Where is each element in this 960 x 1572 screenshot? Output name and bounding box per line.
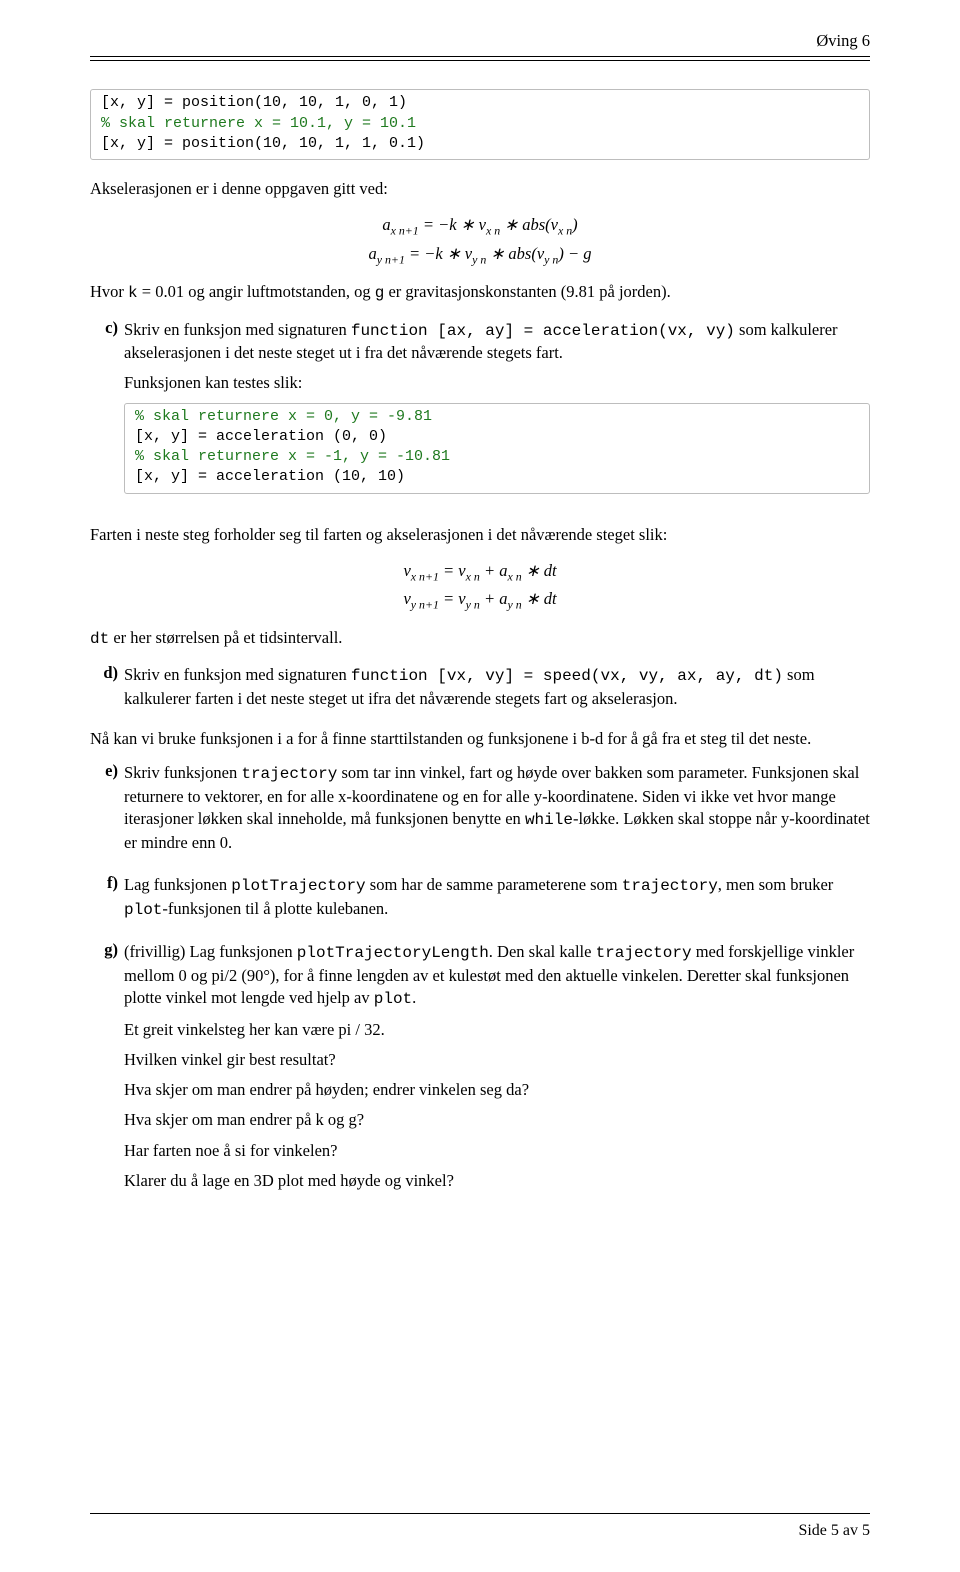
- code-block-position: [x, y] = position(10, 10, 1, 0, 1) % ska…: [90, 89, 870, 160]
- item-content: Skriv en funksjon med signaturen functio…: [124, 317, 870, 512]
- item-g-line: Hvilken vinkel gir best resultat?: [124, 1049, 870, 1071]
- item-content: Lag funksjonen plotTrajectory som har de…: [124, 872, 870, 929]
- item-c: c) Skriv en funksjon med signaturen func…: [90, 317, 870, 512]
- item-c-paragraph-1: Skriv en funksjon med signaturen functio…: [124, 319, 870, 365]
- item-marker: d): [90, 662, 124, 718]
- code-line: [x, y] = acceleration (10, 10): [135, 468, 405, 485]
- item-marker: f): [90, 872, 124, 929]
- item-content: Skriv en funksjon med signaturen functio…: [124, 662, 870, 718]
- item-f-paragraph: Lag funksjonen plotTrajectory som har de…: [124, 874, 870, 921]
- page-footer: Side 5 av 5: [798, 1520, 870, 1542]
- equation-speed: vx n+1 = vx n + ax n ∗ dt vy n+1 = vy n …: [90, 560, 870, 613]
- item-g-line: Hva skjer om man endrer på k og g?: [124, 1109, 870, 1131]
- equation-line: vx n+1 = vx n + ax n ∗ dt: [90, 560, 870, 584]
- dt-line: dt er her størrelsen på et tidsintervall…: [90, 627, 870, 651]
- text-fragment: = 0.01 og angir luftmotstanden, og: [138, 282, 375, 301]
- text-fragment: er gravitasjonskonstanten (9.81 på jorde…: [384, 282, 670, 301]
- code-line-comment: % skal returnere x = 0, y = -9.81: [135, 408, 432, 425]
- item-g-line: Hva skjer om man endrer på høyden; endre…: [124, 1079, 870, 1101]
- equation-line: ay n+1 = −k ∗ vy n ∗ abs(vy n) − g: [90, 243, 870, 267]
- equation-line: vy n+1 = vy n + ay n ∗ dt: [90, 588, 870, 612]
- code-line: [x, y] = acceleration (0, 0): [135, 428, 387, 445]
- code-inline-k: k: [128, 284, 138, 302]
- item-c-paragraph-2: Funksjonen kan testes slik:: [124, 372, 870, 394]
- code-line-comment: % skal returnere x = 10.1, y = 10.1: [101, 115, 416, 132]
- item-marker: g): [90, 939, 124, 1200]
- footer-rule: [90, 1513, 870, 1514]
- header-double-rule: [90, 56, 870, 61]
- item-f: f) Lag funksjonen plotTrajectory som har…: [90, 872, 870, 929]
- item-d: d) Skriv en funksjon med signaturen func…: [90, 662, 870, 718]
- code-line: [x, y] = position(10, 10, 1, 1, 0.1): [101, 135, 425, 152]
- equation-acceleration: ax n+1 = −k ∗ vx n ∗ abs(vx n) ay n+1 = …: [90, 214, 870, 267]
- code-line-comment: % skal returnere x = -1, y = -10.81: [135, 448, 450, 465]
- item-g: g) (frivillig) Lag funksjonen plotTrajec…: [90, 939, 870, 1200]
- item-g-paragraph-1: (frivillig) Lag funksjonen plotTrajector…: [124, 941, 870, 1010]
- item-e: e) Skriv funksjonen trajectory som tar i…: [90, 760, 870, 862]
- code-inline-g: g: [375, 284, 385, 302]
- item-g-line: Klarer du å lage en 3D plot med høyde og…: [124, 1170, 870, 1192]
- running-header: Øving 6: [90, 30, 870, 56]
- equation-line: ax n+1 = −k ∗ vx n ∗ abs(vx n): [90, 214, 870, 238]
- item-marker: c): [90, 317, 124, 512]
- item-e-paragraph: Skriv funksjonen trajectory som tar inn …: [124, 762, 870, 854]
- speed-intro: Farten i neste steg forholder seg til fa…: [90, 524, 870, 546]
- item-d-paragraph: Skriv en funksjon med signaturen functio…: [124, 664, 870, 710]
- intro-acceleration: Akselerasjonen er i denne oppgaven gitt …: [90, 178, 870, 200]
- item-content: Skriv funksjonen trajectory som tar inn …: [124, 760, 870, 862]
- code-line: [x, y] = position(10, 10, 1, 0, 1): [101, 94, 407, 111]
- item-marker: e): [90, 760, 124, 862]
- after-item-d-paragraph: Nå kan vi bruke funksjonen i a for å fin…: [90, 728, 870, 750]
- item-g-line: Har farten noe å si for vinkelen?: [124, 1140, 870, 1162]
- text-fragment: Hvor: [90, 282, 128, 301]
- code-block-acceleration: % skal returnere x = 0, y = -9.81 [x, y]…: [124, 403, 870, 494]
- hvor-k-text: Hvor k = 0.01 og angir luftmotstanden, o…: [90, 281, 870, 305]
- item-content: (frivillig) Lag funksjonen plotTrajector…: [124, 939, 870, 1200]
- page: Øving 6 [x, y] = position(10, 10, 1, 0, …: [0, 0, 960, 1572]
- item-g-line: Et greit vinkelsteg her kan være pi / 32…: [124, 1019, 870, 1041]
